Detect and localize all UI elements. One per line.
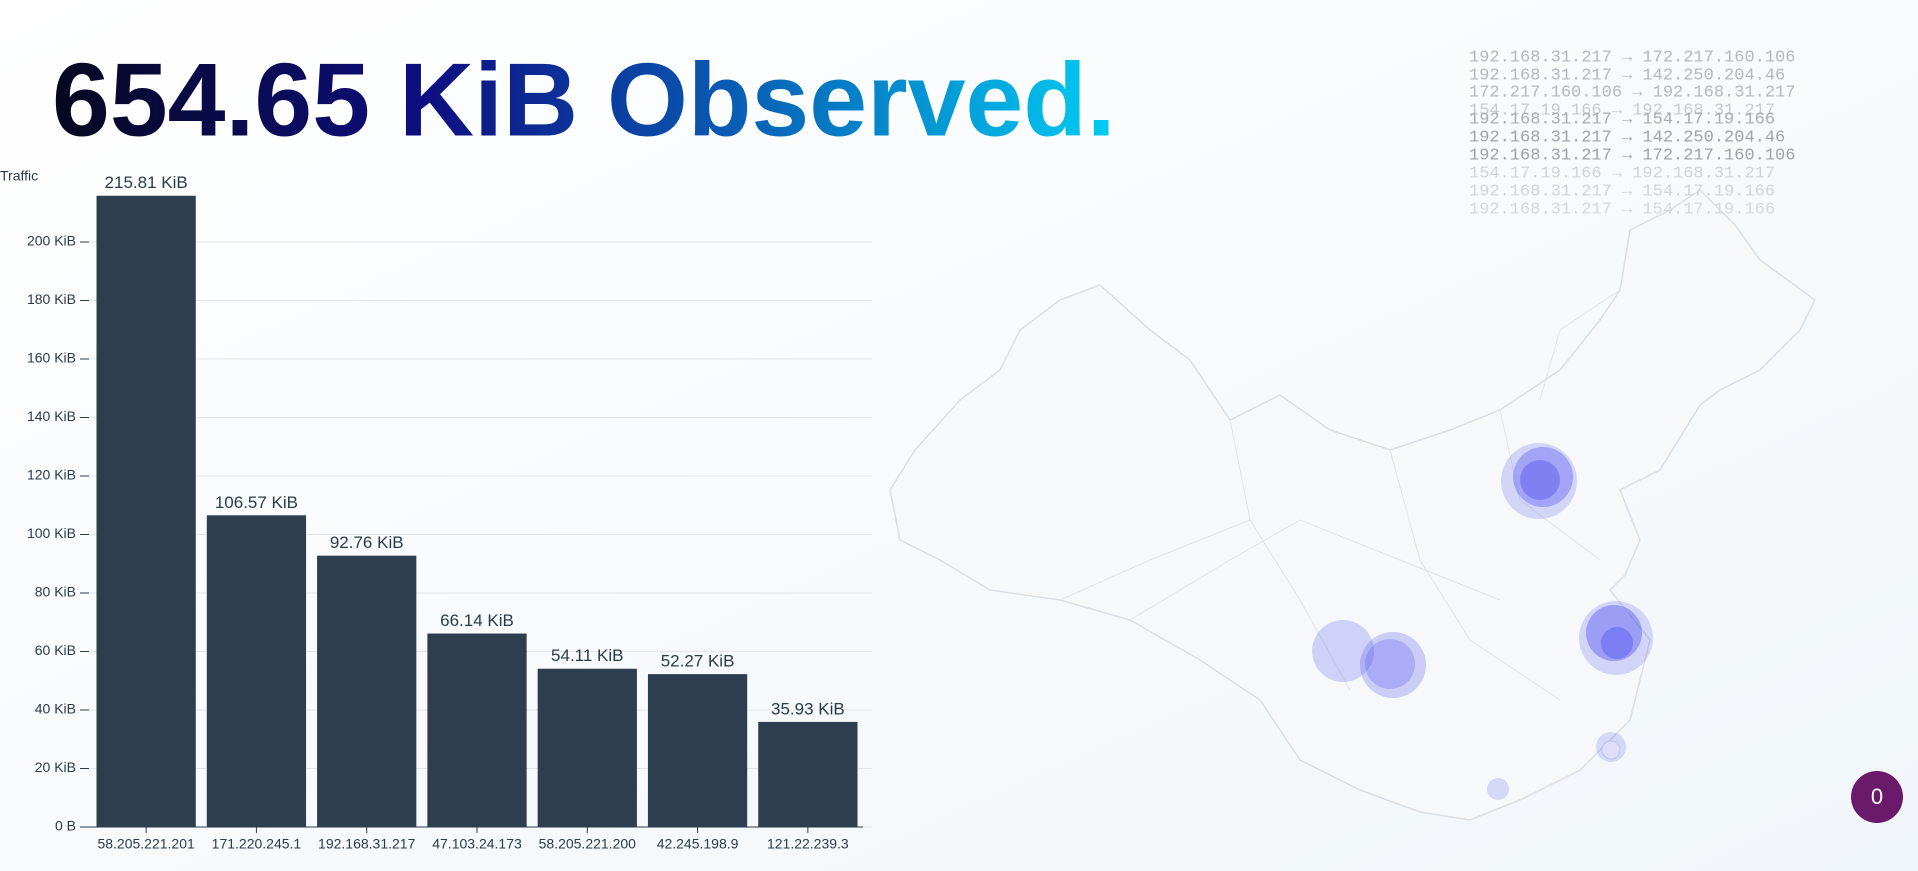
- traffic-bubbles: [1312, 443, 1653, 800]
- bar: [427, 633, 527, 827]
- x-tick-label: 58.205.221.201: [97, 836, 195, 852]
- island: [1601, 740, 1621, 760]
- bubble: [1586, 605, 1642, 661]
- flow-entry: 154.17.19.166 → 192.168.31.217: [1469, 164, 1775, 183]
- bubble: [1601, 627, 1633, 659]
- y-axis-label: Traffic: [0, 168, 38, 184]
- value-label: 66.14 KiB: [440, 611, 514, 630]
- bar: [537, 668, 637, 827]
- bubble: [1513, 447, 1573, 507]
- flow-entry: 192.168.31.217 → 142.250.204.46: [1469, 66, 1785, 85]
- bar-chart: 0 B 20 KiB 40 KiB 60 KiB 80 KiB 100 KiB 120 Ki…: [27, 173, 872, 852]
- y-tick-label: 200 KiB: [27, 233, 76, 249]
- bubble: [1501, 443, 1577, 519]
- bar: [206, 515, 307, 827]
- value-label: 54.11 KiB: [551, 646, 623, 665]
- value-label: 35.93 KiB: [771, 699, 845, 718]
- bubble: [1579, 601, 1653, 675]
- flow-entry: 192.168.31.217 → 172.217.160.106: [1469, 146, 1795, 165]
- province-borders: [1059, 289, 1621, 701]
- country-outline: [889, 189, 1816, 821]
- flow-log: 192.168.31.217 → 172.217.160.106192.168.…: [1469, 48, 1795, 219]
- flow-entry: 192.168.31.217 → 172.217.160.106: [1469, 48, 1795, 67]
- bar: [317, 555, 417, 827]
- value-label: 92.76 KiB: [330, 533, 404, 552]
- value-label: 52.27 KiB: [661, 652, 735, 671]
- bubble: [1596, 732, 1626, 762]
- x-tick-label: 171.220.245.1: [212, 836, 302, 852]
- bubble: [1487, 778, 1509, 800]
- flow-entry: 192.168.31.217 → 154.17.19.166: [1469, 182, 1775, 201]
- y-tick-label: 160 KiB: [27, 350, 76, 366]
- y-tick-label: 20 KiB: [35, 759, 76, 775]
- headline: 654.65 KiB Observed.: [52, 42, 1116, 158]
- bar: [647, 674, 748, 827]
- y-tick-label: 140 KiB: [27, 408, 76, 424]
- flow-entry: 154.17.19.166 → 192.168.31.217: [1469, 101, 1775, 120]
- bubble: [1520, 460, 1560, 500]
- y-tick-label: 100 KiB: [27, 525, 76, 541]
- flow-entry: 192.168.31.217 → 154.17.19.166: [1469, 110, 1775, 129]
- bubble: [1360, 632, 1426, 698]
- notification-badge[interactable]: [1851, 771, 1903, 823]
- value-label: 106.57 KiB: [215, 493, 298, 512]
- bubble: [1365, 639, 1415, 689]
- y-tick-label: 80 KiB: [35, 584, 76, 600]
- x-tick-label: 47.103.24.173: [432, 836, 522, 852]
- x-tick-label: 192.168.31.217: [318, 836, 416, 852]
- y-tick-label: 120 KiB: [27, 467, 76, 483]
- flow-entry: 192.168.31.217 → 142.250.204.46: [1469, 128, 1785, 147]
- bar: [758, 721, 858, 827]
- flow-entry: 172.217.160.106 → 192.168.31.217: [1469, 83, 1795, 102]
- value-label: 215.81 KiB: [105, 173, 188, 192]
- bar: [96, 195, 196, 828]
- map: [889, 189, 1816, 821]
- y-tick-label: 0 B: [55, 818, 76, 834]
- y-tick-label: 60 KiB: [35, 642, 76, 658]
- bubble: [1312, 620, 1374, 682]
- flow-entry: 192.168.31.217 → 154.17.19.166: [1469, 200, 1775, 219]
- badge-count[interactable]: 0: [1871, 784, 1883, 809]
- x-tick-label: 58.205.221.200: [539, 836, 637, 852]
- x-tick-label: 121.22.239.3: [767, 836, 849, 852]
- y-tick-label: 40 KiB: [35, 701, 76, 717]
- x-tick-label: 42.245.198.9: [657, 836, 739, 852]
- y-tick-label: 180 KiB: [27, 291, 76, 307]
